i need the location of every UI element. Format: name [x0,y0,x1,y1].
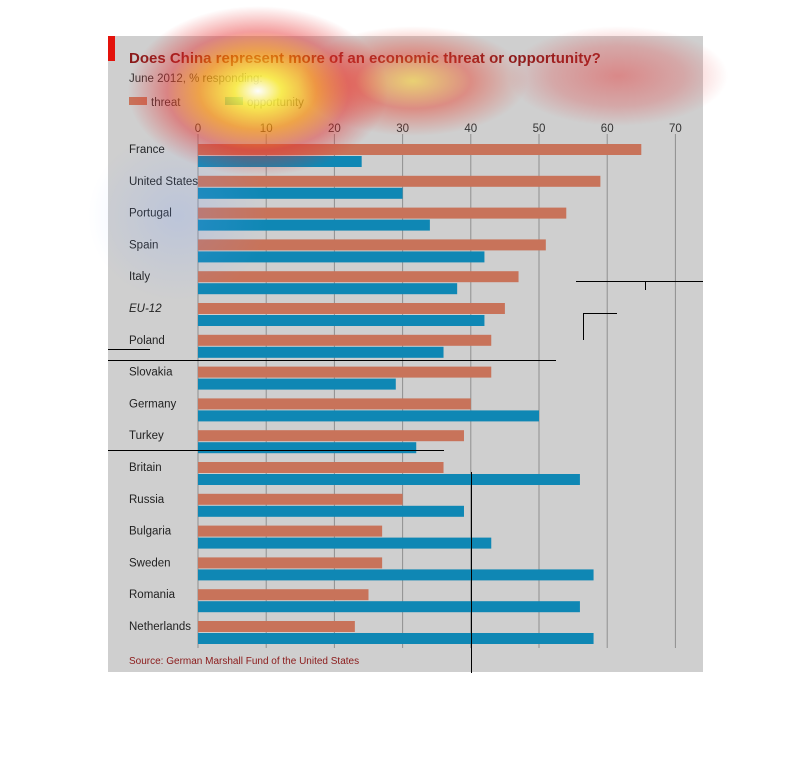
overlay-line [645,281,646,290]
bar-threat [198,271,519,283]
category-label: Bulgaria [129,526,172,538]
bar-threat [198,303,505,314]
bar-opportunity [198,569,594,581]
category-label: Russia [129,494,165,506]
bar-opportunity [198,474,580,485]
category-label: Portugal [129,208,172,220]
overlay-line [576,281,703,282]
category-label: United States [129,176,198,188]
bar-threat [198,589,369,601]
category-label: Italy [129,271,150,283]
bar-opportunity [198,378,396,390]
x-tick-label: 50 [533,123,546,135]
bar-opportunity [198,442,417,454]
x-tick-label: 20 [328,123,341,135]
legend-threat-swatch [129,97,147,105]
title-accent-bar [108,36,115,61]
x-tick-label: 40 [464,123,477,135]
bar-opportunity [198,346,444,358]
category-label: EU-12 [129,303,162,315]
category-label: Spain [129,239,158,251]
overlay-line [583,313,617,314]
bar-threat [198,525,383,537]
bar-threat [198,462,444,473]
legend-threat-label: threat [151,97,181,109]
bar-opportunity [198,537,492,549]
x-tick-label: 0 [195,123,201,135]
bar-threat [198,398,471,410]
bars [198,144,642,644]
legend-opportunity-swatch [225,97,243,105]
overlay-line [108,450,444,451]
bar-opportunity [198,505,464,517]
bar-opportunity [198,156,362,167]
bar-threat [198,366,492,378]
category-label: Sweden [129,557,171,569]
legend-opportunity-label: opportunity [247,97,304,109]
overlay-line [108,360,556,361]
bar-opportunity [198,315,485,326]
bar-threat [198,207,567,219]
bar-threat [198,144,642,155]
chart-title: Does China represent more of an economic… [129,50,601,67]
category-label: Germany [129,398,177,410]
overlay-line [471,472,472,673]
category-label: Turkey [129,430,164,442]
category-labels: France United States Portugal Spain Italy EU-… [129,144,198,633]
bar-opportunity [198,283,458,295]
bar-chart: 0 10 20 30 40 50 60 70 France United States Portu… [108,36,682,667]
bar-opportunity [198,410,539,422]
bar-threat [198,621,355,632]
bar-threat [198,430,464,442]
overlay-line [583,313,584,340]
bar-opportunity [198,251,485,263]
category-label: France [129,144,165,156]
bar-threat [198,239,546,251]
overlay-line [108,349,150,350]
category-label: Netherlands [129,621,191,633]
x-tick-label: 60 [601,123,614,135]
chart-panel: 0 10 20 30 40 50 60 70 France United States Portu… [88,6,728,672]
bar-threat [198,334,492,346]
category-label: Poland [129,335,165,347]
bar-threat [198,175,601,187]
category-label: Romania [129,589,176,601]
x-tick-label: 70 [669,123,682,135]
bar-opportunity [198,601,580,613]
x-axis-ticks: 0 10 20 30 40 50 60 70 [195,123,682,135]
bar-opportunity [198,219,430,231]
bar-threat [198,493,403,505]
category-label: Britain [129,462,162,474]
x-tick-label: 30 [396,123,409,135]
bar-opportunity [198,633,594,644]
source-note: Source: German Marshall Fund of the Unit… [129,656,359,667]
bar-threat [198,557,383,569]
category-label: Slovakia [129,367,173,379]
chart-subtitle: June 2012, % responding: [129,73,263,85]
bar-opportunity [198,187,403,199]
x-tick-label: 10 [260,123,273,135]
